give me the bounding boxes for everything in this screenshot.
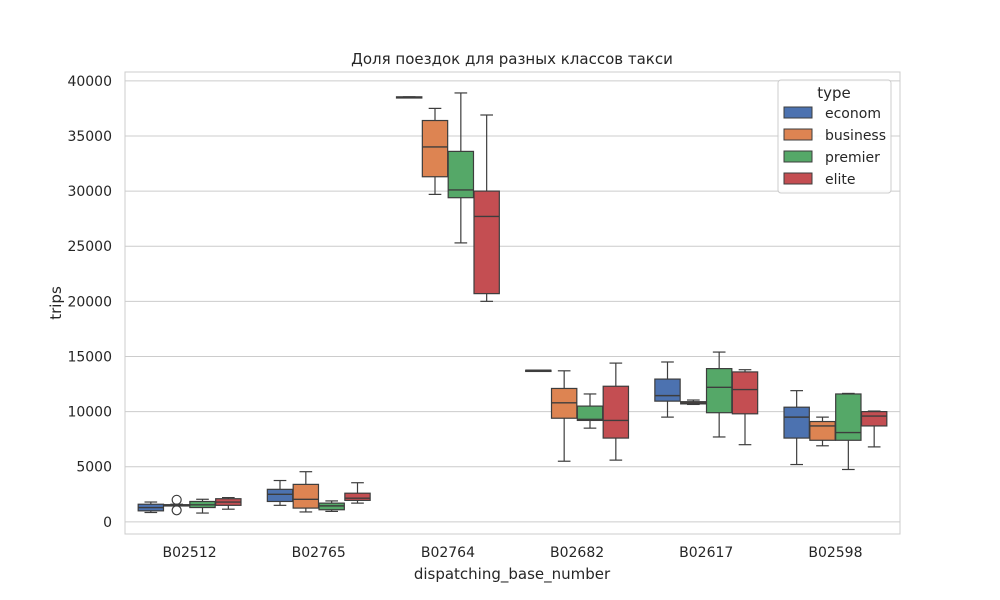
- y-tick-labels: 0 5000 10000 15000 20000 25000 30000 35000 40000: [67, 74, 112, 531]
- box-econom-B02765: [266, 479, 294, 506]
- box-iqr: [576, 405, 604, 422]
- box-iqr: [731, 371, 759, 415]
- box-iqr: [783, 406, 810, 439]
- x-tick-label: B02682: [550, 545, 604, 561]
- legend-swatch: [783, 150, 813, 163]
- x-tick-label: B02764: [421, 545, 475, 561]
- legend-label: econom: [825, 106, 881, 122]
- box-business-B02764: [421, 107, 449, 195]
- legend-item-elite: elite: [783, 172, 856, 188]
- y-tick-label: 35000: [67, 129, 112, 145]
- box-premier-B02765: [318, 500, 345, 512]
- box-layer: [137, 92, 888, 516]
- y-tick-label: 25000: [67, 239, 112, 255]
- legend-label: elite: [825, 172, 856, 188]
- legend-label: business: [825, 128, 886, 144]
- box-business-B02598: [809, 416, 836, 447]
- chart-title: Доля поездок для разных классов такси: [351, 50, 673, 68]
- y-tick-label: 20000: [67, 294, 112, 310]
- legend-title: type: [817, 84, 851, 102]
- y-tick-label: 40000: [67, 74, 112, 90]
- box-iqr: [266, 488, 294, 503]
- legend-item-econom: econom: [783, 106, 881, 122]
- box-iqr: [447, 150, 475, 199]
- box-econom-B02682: [525, 369, 552, 373]
- box-elite-B02764: [473, 114, 500, 302]
- x-tick-label: B02598: [808, 545, 862, 561]
- box-elite-B02512: [215, 497, 242, 510]
- y-tick-label: 30000: [67, 184, 112, 200]
- x-tick-label: B02617: [679, 545, 733, 561]
- box-econom-B02764: [395, 96, 423, 99]
- box-econom-B02512: [137, 501, 165, 514]
- box-elite-B02765: [344, 482, 371, 504]
- legend-items: econom business premier elite: [783, 106, 886, 188]
- box-premier-B02617: [705, 351, 733, 438]
- box-iqr: [292, 483, 320, 509]
- y-tick-label: 10000: [67, 405, 112, 421]
- box-elite-B02598: [860, 410, 888, 448]
- box-premier-B02764: [447, 92, 475, 244]
- x-tick-labels: B02512 B02765 B02764 B02682 B02617 B02598: [163, 545, 863, 561]
- box-econom-B02617: [654, 361, 681, 418]
- x-tick-label: B02765: [292, 545, 346, 561]
- box-business-B02682: [550, 370, 578, 462]
- y-tick-label: 5000: [76, 460, 112, 476]
- box-iqr: [654, 378, 681, 402]
- box-iqr: [809, 420, 836, 441]
- outlier-point: [171, 505, 182, 516]
- legend-item-business: business: [783, 128, 886, 144]
- box-iqr: [705, 368, 733, 414]
- x-axis-title: dispatching_base_number: [414, 565, 611, 584]
- box-iqr: [421, 119, 449, 178]
- outlier-point: [171, 494, 182, 505]
- box-iqr: [835, 393, 862, 441]
- box-business-B02617: [680, 399, 707, 406]
- box-elite-B02617: [731, 369, 759, 446]
- x-tick-label: B02512: [163, 545, 217, 561]
- box-iqr: [602, 385, 630, 439]
- legend-swatch: [783, 172, 813, 185]
- box-econom-B02598: [783, 390, 810, 466]
- y-tick-label: 0: [103, 515, 112, 531]
- box-elite-B02682: [602, 362, 630, 461]
- box-premier-B02598: [835, 392, 862, 471]
- legend-label: premier: [825, 150, 880, 166]
- box-premier-B02682: [576, 393, 604, 429]
- legend-swatch: [783, 128, 813, 141]
- y-axis-title: trips: [47, 286, 65, 320]
- plot-frame: [124, 71, 901, 535]
- box-iqr: [344, 492, 371, 501]
- legend-swatch: [783, 106, 813, 119]
- box-business-B02512: [163, 494, 190, 516]
- y-tick-label: 15000: [67, 349, 112, 365]
- box-iqr: [860, 411, 888, 427]
- grid: [125, 80, 900, 523]
- box-iqr: [473, 190, 500, 295]
- legend: type econom business premier elite: [777, 79, 892, 194]
- box-premier-B02512: [189, 498, 216, 514]
- box-business-B02765: [292, 471, 320, 513]
- legend-item-premier: premier: [783, 150, 880, 166]
